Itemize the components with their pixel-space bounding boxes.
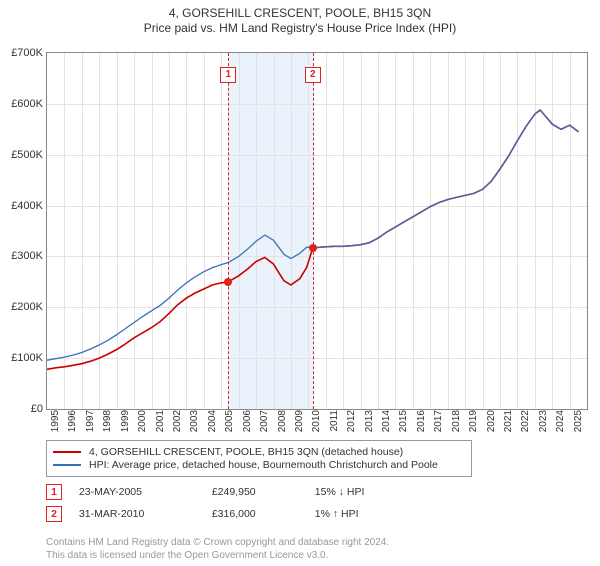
x-axis-tick: 2024 [555, 410, 566, 432]
sale-dot-icon [224, 278, 232, 286]
sale-dot-icon [309, 244, 317, 252]
x-axis-tick: 1995 [50, 410, 61, 432]
y-axis-tick: £0 [1, 403, 43, 415]
sale-hpi-delta: 1% ↑ HPI [315, 508, 415, 520]
y-axis-tick: £200K [1, 301, 43, 313]
x-axis-tick: 2014 [381, 410, 392, 432]
legend-swatch [53, 464, 81, 466]
legend-label: 4, GORSEHILL CRESCENT, POOLE, BH15 3QN (… [89, 446, 403, 458]
y-axis-tick: £400K [1, 200, 43, 212]
x-axis-tick: 2020 [486, 410, 497, 432]
legend-swatch [53, 451, 81, 453]
x-axis-tick: 2016 [416, 410, 427, 432]
x-axis-tick: 2025 [573, 410, 584, 432]
legend-label: HPI: Average price, detached house, Bour… [89, 459, 438, 471]
chart-lines-layer [47, 53, 587, 409]
sale-date: 23-MAY-2005 [79, 486, 209, 498]
x-axis-tick: 2011 [329, 410, 340, 432]
x-axis-tick: 2004 [207, 410, 218, 432]
sale-marker-icon: 1 [46, 484, 62, 500]
x-axis-tick: 2006 [242, 410, 253, 432]
x-axis-tick: 2018 [451, 410, 462, 432]
x-axis-tick: 2008 [277, 410, 288, 432]
y-axis-tick: £700K [1, 47, 43, 59]
sale-hpi-delta: 15% ↓ HPI [315, 486, 415, 498]
chart-legend: 4, GORSEHILL CRESCENT, POOLE, BH15 3QN (… [46, 440, 472, 477]
y-axis-tick: £500K [1, 149, 43, 161]
price-chart: £0£100K£200K£300K£400K£500K£600K£700K199… [46, 52, 588, 410]
x-axis-tick: 1999 [120, 410, 131, 432]
x-axis-tick: 2019 [468, 410, 479, 432]
x-axis-tick: 2017 [433, 410, 444, 432]
chart-title: 4, GORSEHILL CRESCENT, POOLE, BH15 3QN [0, 6, 600, 20]
y-axis-tick: £100K [1, 352, 43, 364]
x-axis-tick: 2005 [224, 410, 235, 432]
x-axis-tick: 2001 [155, 410, 166, 432]
x-axis-tick: 2023 [538, 410, 549, 432]
x-axis-tick: 2022 [520, 410, 531, 432]
sale-marker-icon: 2 [46, 506, 62, 522]
event-marker-icon: 2 [305, 67, 321, 83]
sale-price: £249,950 [212, 486, 312, 498]
x-axis-tick: 1996 [67, 410, 78, 432]
sale-row: 2 31-MAR-2010 £316,000 1% ↑ HPI [46, 506, 415, 522]
x-axis-tick: 2009 [294, 410, 305, 432]
x-axis-tick: 2000 [137, 410, 148, 432]
x-axis-tick: 2012 [346, 410, 357, 432]
sale-price: £316,000 [212, 508, 312, 520]
sale-date: 31-MAR-2010 [79, 508, 209, 520]
y-axis-tick: £600K [1, 98, 43, 110]
legend-item: HPI: Average price, detached house, Bour… [53, 459, 465, 471]
footer-line: Contains HM Land Registry data © Crown c… [46, 537, 389, 550]
footer-line: This data is licensed under the Open Gov… [46, 550, 389, 563]
legend-item: 4, GORSEHILL CRESCENT, POOLE, BH15 3QN (… [53, 446, 465, 458]
x-axis-tick: 2003 [189, 410, 200, 432]
x-axis-tick: 2007 [259, 410, 270, 432]
x-axis-tick: 2015 [398, 410, 409, 432]
footer-attribution: Contains HM Land Registry data © Crown c… [46, 537, 389, 562]
x-axis-tick: 2010 [311, 410, 322, 432]
y-axis-tick: £300K [1, 250, 43, 262]
x-axis-tick: 1998 [102, 410, 113, 432]
event-marker-icon: 1 [220, 67, 236, 83]
x-axis-tick: 2021 [503, 410, 514, 432]
x-axis-tick: 2002 [172, 410, 183, 432]
sale-row: 1 23-MAY-2005 £249,950 15% ↓ HPI [46, 484, 415, 500]
x-axis-tick: 1997 [85, 410, 96, 432]
x-axis-tick: 2013 [364, 410, 375, 432]
chart-subtitle: Price paid vs. HM Land Registry's House … [0, 21, 600, 35]
